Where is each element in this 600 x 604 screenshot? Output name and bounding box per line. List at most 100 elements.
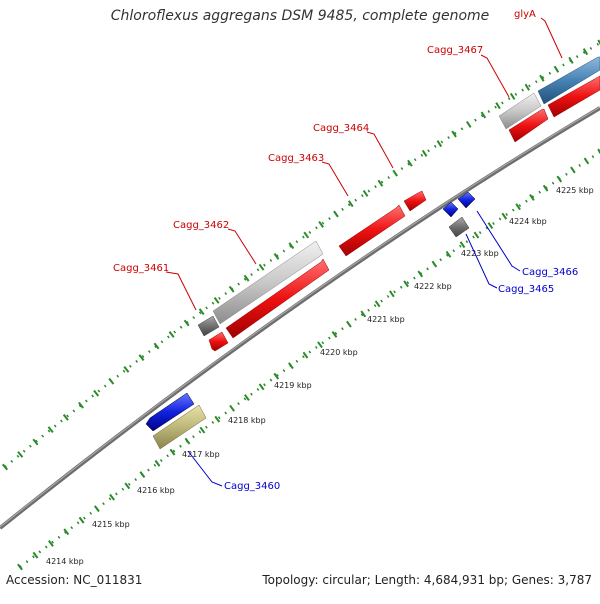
inner-tick bbox=[93, 505, 100, 513]
inner-tick bbox=[346, 320, 352, 328]
inner-tick bbox=[570, 166, 576, 174]
gene-cagg-3467-grey[interactable] bbox=[498, 92, 542, 130]
tick-label: 4218 kbp bbox=[228, 416, 266, 425]
outer-tick bbox=[407, 159, 413, 167]
label-cagg-3466[interactable]: Cagg_3466 bbox=[522, 267, 578, 278]
gene-cagg-3461-grey[interactable] bbox=[197, 315, 220, 337]
inner-tick bbox=[244, 394, 250, 401]
gene-cagg-3466-blue-a[interactable] bbox=[442, 201, 459, 218]
outer-tick bbox=[198, 308, 205, 316]
inner-tick bbox=[374, 300, 381, 308]
tick-label: 4223 kbp bbox=[461, 249, 499, 258]
outer-tick bbox=[347, 200, 354, 208]
inner-tick bbox=[515, 203, 521, 211]
inner-tick bbox=[199, 426, 206, 434]
inner-tick bbox=[459, 241, 466, 249]
gene-cagg-3466-blue-b[interactable] bbox=[457, 191, 476, 209]
outer-tick bbox=[108, 377, 115, 385]
inner-tick bbox=[360, 310, 367, 318]
outer-tick bbox=[17, 451, 24, 458]
outer-tick bbox=[553, 65, 560, 73]
tick-label: 4220 kbp bbox=[320, 348, 358, 357]
inner-tick bbox=[17, 563, 23, 571]
outer-tick bbox=[465, 120, 472, 128]
forward-callout-lines bbox=[165, 17, 563, 311]
outer-tick bbox=[377, 179, 384, 187]
label-cagg-3465[interactable]: Cagg_3465 bbox=[498, 284, 554, 295]
inner-tick-marks bbox=[17, 148, 600, 571]
inner-tick bbox=[583, 157, 590, 165]
tick-label: 4215 kbp bbox=[92, 520, 130, 529]
outer-tick bbox=[597, 39, 600, 45]
inner-tick bbox=[258, 383, 265, 391]
label-glya[interactable]: glyA bbox=[514, 9, 536, 20]
label-cagg-3462[interactable]: Cagg_3462 bbox=[173, 220, 229, 231]
inner-tick bbox=[169, 448, 176, 456]
outer-tick bbox=[524, 83, 530, 91]
outer-tick bbox=[436, 140, 443, 148]
inner-tick bbox=[331, 330, 338, 338]
gene-cagg-3463-red[interactable] bbox=[338, 204, 406, 257]
outer-tick bbox=[183, 319, 190, 327]
gene-glya-red[interactable] bbox=[547, 75, 600, 118]
outer-tick bbox=[243, 274, 250, 282]
outer-tick bbox=[78, 401, 84, 409]
gene-cagg-3462-red[interactable] bbox=[225, 258, 330, 339]
label-cagg-3461[interactable]: Cagg_3461 bbox=[113, 263, 169, 274]
inner-tick bbox=[124, 482, 131, 490]
inner-tick bbox=[542, 184, 549, 192]
gene-cagg-3460-blue[interactable] bbox=[145, 392, 195, 432]
inner-tick bbox=[154, 459, 161, 467]
inner-tick bbox=[63, 528, 70, 536]
outer-tick bbox=[539, 74, 545, 82]
outer-tick bbox=[168, 331, 175, 338]
inner-tick bbox=[487, 222, 494, 230]
tick-label: 4222 kbp bbox=[414, 282, 452, 291]
reverse-callout-lines bbox=[187, 210, 521, 487]
inner-tick bbox=[556, 175, 563, 183]
inner-tick bbox=[78, 516, 85, 524]
outer-tick bbox=[32, 438, 39, 446]
outer-tick bbox=[258, 263, 265, 271]
outer-tick bbox=[480, 111, 487, 119]
label-cagg-3463[interactable]: Cagg_3463 bbox=[268, 153, 324, 164]
genome-backbone-highlight bbox=[0, 106, 600, 528]
tick-label: 4221 kbp bbox=[367, 315, 405, 324]
outer-tick bbox=[213, 296, 220, 304]
label-cagg-3464[interactable]: Cagg_3464 bbox=[313, 123, 369, 134]
outer-tick bbox=[303, 231, 310, 239]
tick-label: 4214 kbp bbox=[46, 557, 84, 566]
outer-tick bbox=[93, 389, 100, 397]
inner-tick bbox=[597, 148, 600, 154]
gene-cagg-3462-grey[interactable] bbox=[212, 240, 324, 325]
gene-cagg-3460-olive[interactable] bbox=[152, 404, 207, 450]
inner-dotted-track bbox=[19, 150, 600, 568]
gene-glya-blue[interactable] bbox=[537, 56, 600, 105]
outer-tick bbox=[362, 189, 369, 197]
accession-text: Accession: NC_011831 bbox=[6, 573, 143, 587]
inner-tick bbox=[288, 362, 294, 370]
inner-tick bbox=[431, 260, 438, 268]
gene-cagg-3464-red[interactable] bbox=[403, 190, 427, 212]
gene-cagg-3461-red[interactable] bbox=[208, 331, 229, 352]
inner-tick bbox=[47, 540, 54, 547]
inner-tick bbox=[317, 341, 323, 349]
inner-tick bbox=[273, 372, 280, 380]
outer-tick bbox=[333, 210, 339, 218]
inner-tick bbox=[403, 280, 409, 288]
inner-tick bbox=[473, 231, 480, 239]
tick-label: 4216 kbp bbox=[137, 486, 175, 495]
gene-cagg-3467-red[interactable] bbox=[508, 108, 549, 143]
label-cagg-3467[interactable]: Cagg_3467 bbox=[427, 45, 483, 56]
outer-tick bbox=[288, 242, 295, 250]
outer-tick bbox=[421, 149, 428, 157]
gene-cagg-3465-grey[interactable] bbox=[448, 216, 470, 238]
tick-labels: 4214 kbp 4215 kbp 4216 kbp 4217 kbp 4218 kbp… bbox=[46, 186, 594, 566]
outer-tick bbox=[153, 342, 160, 350]
inner-tick bbox=[445, 250, 452, 258]
label-cagg-3460[interactable]: Cagg_3460 bbox=[224, 481, 280, 492]
outer-tick bbox=[228, 285, 235, 293]
outer-tick bbox=[123, 366, 130, 373]
inner-tick bbox=[184, 437, 191, 445]
